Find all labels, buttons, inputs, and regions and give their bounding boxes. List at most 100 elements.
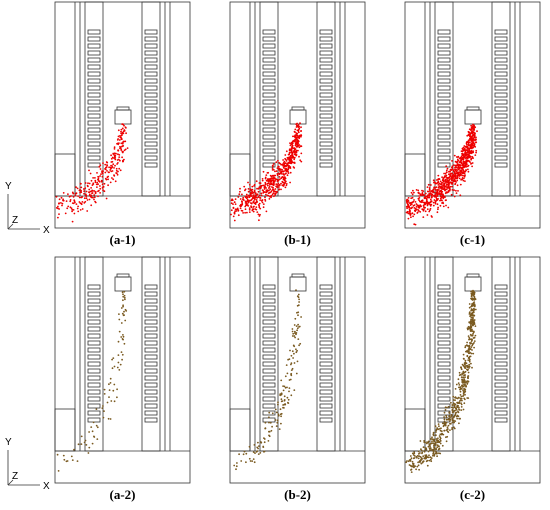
particle [268,184,271,186]
particle [298,298,300,301]
particle [121,127,124,130]
particle [451,417,454,420]
particle [106,161,109,164]
particle [112,153,115,156]
particle [451,160,453,162]
particle [111,367,114,370]
particle [424,457,427,460]
particle [283,395,286,398]
slat [262,298,276,304]
particle [436,427,438,429]
particle [461,384,464,387]
particle [248,183,251,186]
slat [87,375,101,381]
particle [445,180,448,183]
particle [109,382,112,384]
particle [290,372,293,375]
particle [445,440,448,443]
particle [430,442,433,444]
particle [101,175,104,178]
slat [87,71,101,77]
particle [292,332,295,335]
particle [471,338,473,341]
particle [293,389,296,391]
particle [290,394,293,397]
particle [461,168,464,171]
particle [248,445,251,448]
particle [83,192,85,195]
slat [494,319,508,325]
particle [297,128,300,131]
particle [474,126,477,129]
slat [437,120,451,126]
particle [466,341,468,344]
particle [459,388,461,391]
particle [90,179,93,182]
particle [287,401,289,404]
particle [442,425,445,428]
particle [263,188,266,190]
particle [469,342,472,345]
particle [70,207,73,210]
slat [262,113,276,119]
particle [470,158,472,161]
particle [280,171,282,174]
particle [472,319,475,322]
particle [97,178,99,181]
particle [274,179,276,182]
particle [107,417,110,420]
particle [436,446,439,449]
particle [261,179,264,182]
particle [295,372,298,375]
particle [439,442,442,445]
particle [449,422,451,425]
particle [461,372,464,375]
particle [298,301,300,303]
particle [276,421,279,424]
slat [87,85,101,91]
slat [144,298,158,304]
particle [291,328,294,330]
particle [415,468,417,471]
particle [461,378,464,381]
particle [111,358,113,361]
particle [117,354,120,356]
particle [441,186,444,188]
particle [431,190,433,193]
particle [55,195,58,198]
particle [240,460,243,462]
particle [267,440,270,442]
particle [242,453,245,456]
particle [72,192,75,195]
particle [418,210,420,212]
particle [246,211,248,214]
particle [465,153,468,156]
particle [435,196,437,199]
particle [278,173,281,176]
slat [319,410,333,416]
particle [280,392,283,395]
particle [245,452,248,455]
particle [418,455,420,457]
particle [88,169,90,172]
slat [87,127,101,133]
nozzle-cap [291,106,305,111]
particle [80,182,82,185]
particle [442,202,445,205]
particle [122,295,125,298]
particle [457,378,460,381]
particle [255,208,258,211]
particle [123,296,126,299]
particle [299,342,302,345]
particle [258,182,261,184]
axis-z [7,479,14,486]
particle [422,209,425,212]
particle [448,182,450,185]
particle [84,182,87,184]
particle [458,409,461,411]
particle [452,173,455,176]
particle [125,132,127,135]
particle [468,133,471,136]
particle [433,199,436,201]
particle [470,129,472,132]
